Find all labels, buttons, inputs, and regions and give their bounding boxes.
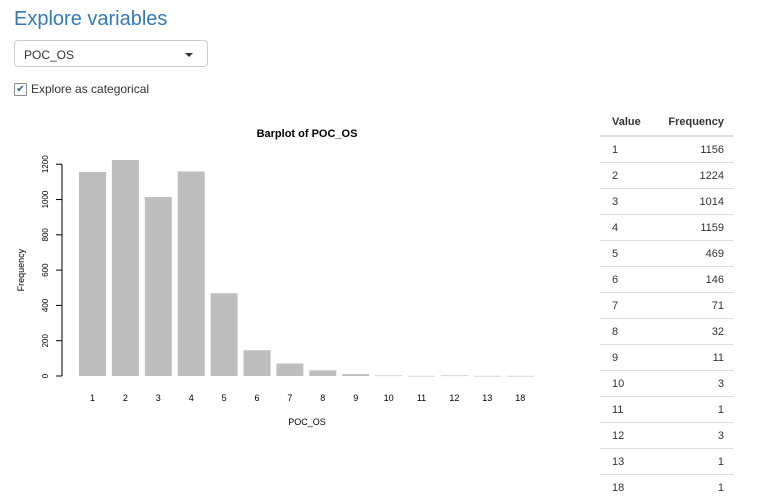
value-column-header: Value bbox=[600, 111, 647, 137]
x-tick-label: 6 bbox=[254, 393, 259, 403]
categorical-checkbox-label: Explore as categorical bbox=[31, 82, 150, 96]
row-frequency: 3 bbox=[646, 370, 734, 397]
row-frequency: 32 bbox=[646, 318, 734, 345]
table-row: 10 3 bbox=[600, 370, 734, 397]
table-row: 3 1014 bbox=[600, 188, 734, 215]
y-tick-label: 600 bbox=[41, 263, 50, 277]
table-header-row: Value Frequency bbox=[600, 111, 734, 137]
page-title: Explore variables bbox=[14, 8, 168, 30]
row-frequency: 469 bbox=[646, 240, 734, 267]
y-tick-label: 0 bbox=[41, 373, 50, 378]
table-body: 1 1156 2 1224 3 1014 4 1159 5 469 6 146 7 71 8 32 9 11 10 3… bbox=[600, 135, 734, 500]
frequency-table: Value Frequency 1 1156 2 1224 3 1014 4 1159 5 469… bbox=[600, 111, 734, 500]
x-tick-label: 9 bbox=[353, 393, 358, 403]
y-tick-label: 400 bbox=[41, 298, 50, 312]
bar bbox=[79, 172, 106, 376]
row-value: 8 bbox=[600, 318, 647, 345]
variable-select[interactable]: POC_OS bbox=[14, 40, 208, 67]
x-axis-label: POC_OS bbox=[288, 417, 326, 427]
row-value: 6 bbox=[600, 266, 647, 293]
bar bbox=[276, 363, 304, 376]
x-tick-label: 2 bbox=[123, 393, 128, 403]
row-value: 18 bbox=[600, 474, 647, 500]
row-frequency: 146 bbox=[646, 266, 734, 293]
y-tick-label: 200 bbox=[41, 333, 50, 347]
bar bbox=[210, 293, 238, 376]
checkmark-icon: ✔ bbox=[16, 84, 25, 95]
table-row: 1 1156 bbox=[600, 135, 734, 163]
x-tick-label: 12 bbox=[449, 393, 459, 403]
table-row: 7 71 bbox=[600, 292, 734, 319]
row-frequency: 1159 bbox=[646, 214, 734, 241]
row-frequency: 1156 bbox=[646, 135, 734, 163]
table-row: 13 1 bbox=[600, 448, 734, 475]
row-frequency: 1224 bbox=[646, 162, 734, 189]
y-axis-label: Frequency bbox=[16, 248, 26, 291]
row-value: 9 bbox=[600, 344, 647, 371]
x-tick-label: 7 bbox=[287, 393, 292, 403]
row-value: 12 bbox=[600, 422, 647, 449]
x-tick-label: 8 bbox=[320, 393, 325, 403]
row-value: 7 bbox=[600, 292, 647, 319]
bar bbox=[111, 160, 139, 376]
x-tick-label: 10 bbox=[384, 393, 394, 403]
bar bbox=[506, 375, 534, 377]
bar bbox=[177, 171, 205, 376]
row-value: 5 bbox=[600, 240, 647, 267]
table-row: 4 1159 bbox=[600, 214, 734, 241]
chevron-down-icon bbox=[185, 53, 193, 57]
variable-select-value: POC_OS bbox=[24, 48, 75, 62]
table-row: 8 32 bbox=[600, 318, 734, 345]
y-tick-label: 800 bbox=[41, 228, 50, 242]
frequency-column-header: Frequency bbox=[646, 111, 734, 137]
bar bbox=[440, 375, 468, 377]
bar bbox=[144, 197, 172, 376]
categorical-checkbox[interactable]: ✔ bbox=[14, 83, 27, 96]
table-row: 2 1224 bbox=[600, 162, 734, 189]
x-tick-label: 3 bbox=[156, 393, 161, 403]
bar bbox=[473, 375, 501, 377]
table-row: 6 146 bbox=[600, 266, 734, 293]
row-frequency: 1014 bbox=[646, 188, 734, 215]
row-frequency: 1 bbox=[646, 396, 734, 423]
x-tick-label: 18 bbox=[515, 393, 525, 403]
x-tick-label: 5 bbox=[222, 393, 227, 403]
table-row: 11 1 bbox=[600, 396, 734, 423]
row-value: 11 bbox=[600, 396, 647, 423]
x-tick-label: 4 bbox=[189, 393, 194, 403]
row-value: 1 bbox=[600, 135, 647, 163]
bar bbox=[342, 374, 370, 376]
row-value: 13 bbox=[600, 448, 647, 475]
x-tick-label: 1 bbox=[90, 393, 95, 403]
table-row: 5 469 bbox=[600, 240, 734, 267]
table-row: 9 11 bbox=[600, 344, 734, 371]
x-tick-label: 13 bbox=[482, 393, 492, 403]
bar bbox=[243, 350, 271, 376]
row-value: 3 bbox=[600, 188, 647, 215]
chart-title: Barplot of POC_OS bbox=[257, 128, 358, 140]
bar bbox=[309, 370, 337, 376]
table-row: 12 3 bbox=[600, 422, 734, 449]
row-value: 2 bbox=[600, 162, 647, 189]
bar bbox=[408, 375, 435, 377]
row-value: 4 bbox=[600, 214, 647, 241]
row-frequency: 3 bbox=[646, 422, 734, 449]
row-frequency: 11 bbox=[646, 344, 734, 371]
x-tick-label: 11 bbox=[417, 393, 426, 403]
row-frequency: 71 bbox=[646, 292, 734, 319]
barplot: Barplot of POC_OS 0 200 400 600 800 1000 1200 Fr… bbox=[16, 128, 534, 427]
y-tick-label: 1000 bbox=[41, 190, 50, 208]
y-tick-label: 1200 bbox=[41, 155, 50, 173]
row-value: 10 bbox=[600, 370, 647, 397]
table-row: 18 1 bbox=[600, 474, 734, 500]
row-frequency: 1 bbox=[646, 474, 734, 500]
row-frequency: 1 bbox=[646, 448, 734, 475]
bar bbox=[375, 375, 403, 377]
